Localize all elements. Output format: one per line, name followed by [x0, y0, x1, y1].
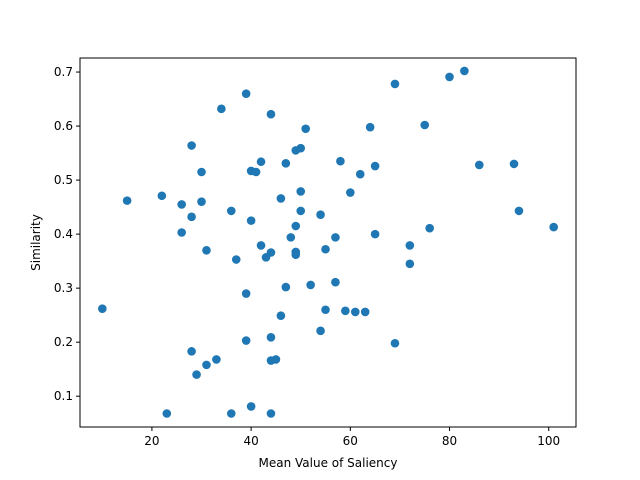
data-point [509, 159, 519, 169]
data-point [256, 157, 266, 167]
x-tick-label: 100 [537, 434, 560, 448]
data-point [474, 160, 484, 170]
data-point [346, 188, 355, 197]
data-point [306, 280, 315, 290]
data-point [360, 307, 370, 317]
data-point [390, 79, 400, 89]
data-point [341, 306, 350, 316]
x-axis-ticks: 20 40 60 80 100 [144, 427, 560, 448]
data-point [514, 206, 524, 216]
y-axis-ticks: 0.1 0.2 0.3 0.4 0.5 0.6 0.7 [54, 65, 80, 403]
data-point [286, 233, 296, 242]
data-point [197, 197, 206, 207]
data-point [202, 360, 211, 370]
points-layer [98, 66, 558, 418]
data-point [197, 167, 206, 177]
y-tick-label: 0.4 [54, 227, 73, 241]
data-point [281, 159, 291, 168]
data-point [217, 104, 226, 114]
data-point [390, 338, 400, 348]
data-point [226, 206, 236, 216]
data-point [301, 124, 310, 134]
data-point [157, 191, 167, 201]
data-point [266, 409, 276, 418]
x-tick-label: 80 [442, 434, 457, 448]
data-point [281, 282, 291, 292]
data-point [122, 196, 132, 205]
data-point [271, 355, 281, 364]
data-point [187, 347, 196, 356]
data-point [231, 255, 241, 264]
data-point [331, 233, 340, 242]
data-point [296, 187, 306, 196]
data-point [241, 336, 251, 345]
data-point [370, 229, 380, 239]
data-point [365, 122, 375, 132]
data-point [212, 355, 221, 364]
y-tick-label: 0.5 [54, 173, 73, 187]
data-point [266, 109, 276, 119]
y-tick-label: 0.3 [54, 281, 73, 295]
data-point [192, 370, 201, 379]
data-point [291, 250, 301, 259]
data-point [177, 200, 186, 209]
x-tick-label: 60 [343, 434, 358, 448]
data-point [405, 241, 415, 250]
data-point [266, 333, 276, 342]
data-point [460, 66, 469, 76]
data-point [316, 326, 325, 336]
x-tick-label: 40 [243, 434, 258, 448]
data-point [187, 212, 196, 222]
data-point [187, 141, 196, 150]
data-point [241, 289, 251, 298]
plot-frame [79, 57, 577, 428]
data-point [177, 228, 186, 237]
data-point [246, 216, 256, 225]
data-point [296, 206, 306, 216]
data-point [162, 409, 172, 418]
x-tick-label: 20 [144, 434, 159, 448]
data-point [350, 307, 360, 317]
data-point [251, 167, 261, 177]
data-point [370, 161, 380, 171]
data-point [420, 120, 430, 130]
y-axis-label: Similarity [29, 214, 43, 271]
data-point [355, 169, 365, 179]
data-point [549, 222, 558, 232]
data-point [276, 311, 286, 321]
data-point [256, 241, 266, 250]
data-point [246, 402, 256, 411]
x-axis-label: Mean Value of Saliency [259, 456, 398, 470]
data-point [276, 194, 286, 203]
data-point [296, 143, 306, 153]
data-point [336, 156, 345, 166]
data-point [331, 277, 340, 287]
data-point [445, 72, 454, 82]
data-point [291, 221, 301, 231]
y-tick-label: 0.7 [54, 65, 73, 79]
data-point [241, 89, 251, 98]
y-tick-label: 0.1 [54, 389, 73, 403]
data-point [266, 248, 276, 257]
data-point [321, 305, 330, 315]
data-point [98, 304, 107, 313]
y-tick-label: 0.6 [54, 119, 73, 133]
data-point [321, 244, 330, 254]
data-point [202, 246, 211, 255]
data-point [425, 223, 434, 233]
y-tick-label: 0.2 [54, 335, 73, 349]
data-point [405, 259, 415, 269]
data-point [226, 409, 236, 418]
data-point [316, 210, 325, 219]
